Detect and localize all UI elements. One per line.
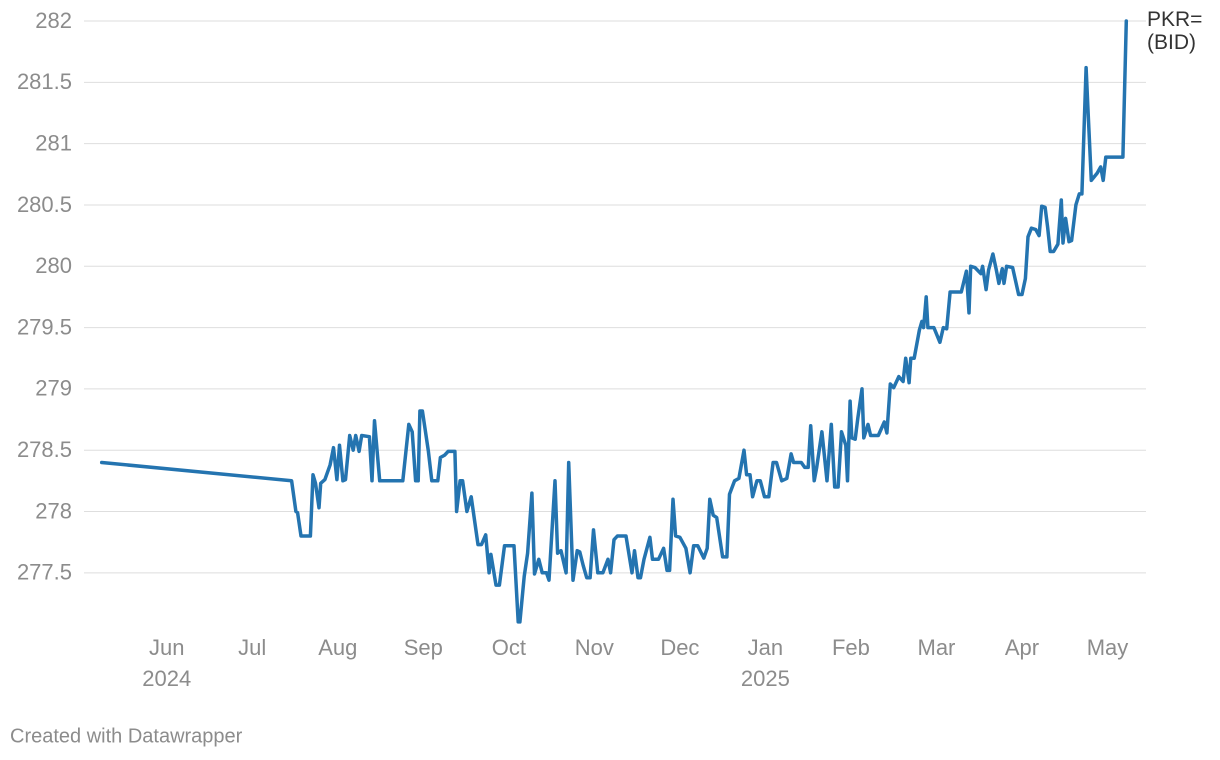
y-tick-label: 278.5 — [17, 437, 72, 462]
x-tick-label: Oct — [492, 635, 526, 660]
series-label: PKR= (BID) — [1147, 8, 1203, 54]
y-tick-label: 279.5 — [17, 314, 72, 339]
x-tick-label: Jul — [238, 635, 266, 660]
y-tick-label: 280.5 — [17, 192, 72, 217]
x-tick-label: Feb — [832, 635, 870, 660]
x-tick-label: Aug — [318, 635, 357, 660]
y-tick-label: 280 — [35, 253, 72, 278]
credit: Created with Datawrapper — [10, 725, 243, 747]
x-tick-label: Jun — [149, 635, 184, 660]
x-tick-label: Sep — [404, 635, 443, 660]
y-tick-label: 279 — [35, 376, 72, 401]
y-tick-label: 281.5 — [17, 69, 72, 94]
x-tick-label: Nov — [575, 635, 614, 660]
x-tick-label: Jan — [748, 635, 783, 660]
x-tick-label: Mar — [918, 635, 956, 660]
x-year-label: 2024 — [142, 666, 191, 691]
y-tick-label: 282 — [35, 8, 72, 33]
x-tick-label: Apr — [1005, 635, 1039, 660]
x-year-label: 2025 — [741, 666, 790, 691]
y-tick-label: 278 — [35, 498, 72, 523]
y-tick-label: 277.5 — [17, 560, 72, 585]
x-tick-label: Dec — [660, 635, 699, 660]
series-line — [99, 19, 1129, 624]
x-tick-label: May — [1087, 635, 1129, 660]
y-tick-label: 281 — [35, 130, 72, 155]
